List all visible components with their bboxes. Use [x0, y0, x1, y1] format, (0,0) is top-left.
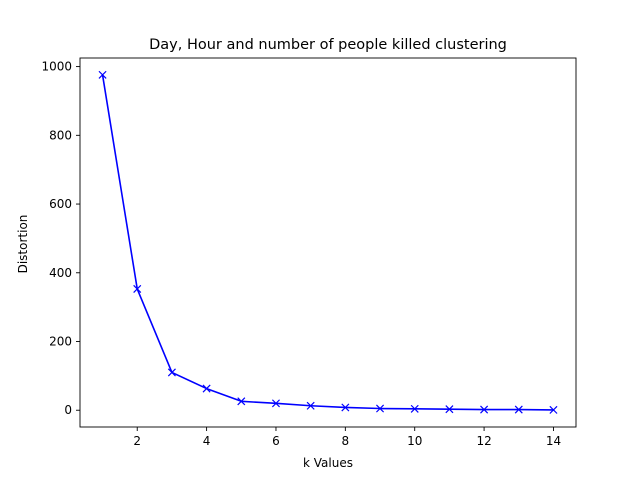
plot-area [79, 57, 577, 428]
y-tick-label: 1000 [41, 60, 72, 74]
x-tick-label: 4 [203, 434, 211, 448]
plot-frame [79, 57, 577, 428]
y-axis-label: Distortion [16, 215, 30, 274]
data-point-marker [306, 401, 315, 410]
x-tick-label: 12 [476, 434, 491, 448]
data-point-marker [167, 368, 176, 377]
data-point-marker [480, 405, 489, 414]
x-tick-label: 2 [133, 434, 141, 448]
x-axis-ticks: 2 4 6 8 10 12 14 [133, 427, 561, 448]
data-point-marker [410, 404, 419, 413]
series-group [98, 70, 558, 414]
data-point-marker [133, 284, 142, 293]
x-tick-label: 10 [407, 434, 422, 448]
data-point-marker [514, 405, 523, 414]
y-tick-label: 600 [49, 197, 72, 211]
chart-title: Day, Hour and number of people killed cl… [149, 37, 507, 53]
x-tick-label: 8 [342, 434, 350, 448]
x-tick-label: 14 [546, 434, 561, 448]
series-line [101, 74, 554, 411]
data-point-marker [271, 399, 280, 408]
data-point-marker [376, 404, 385, 413]
y-tick-label: 200 [49, 335, 72, 349]
y-axis-ticks: 0 200 400 600 800 1000 [41, 60, 80, 417]
y-tick-label: 0 [64, 403, 72, 417]
data-point-marker [202, 384, 211, 393]
data-point-marker [98, 70, 107, 79]
data-point-marker [341, 403, 350, 412]
x-axis-label: k Values [303, 456, 353, 470]
data-point-marker [237, 397, 246, 406]
y-tick-label: 800 [49, 128, 72, 142]
x-tick-label: 6 [272, 434, 280, 448]
y-tick-label: 400 [49, 266, 72, 280]
data-point-marker [445, 405, 454, 414]
data-point-marker [549, 405, 558, 414]
